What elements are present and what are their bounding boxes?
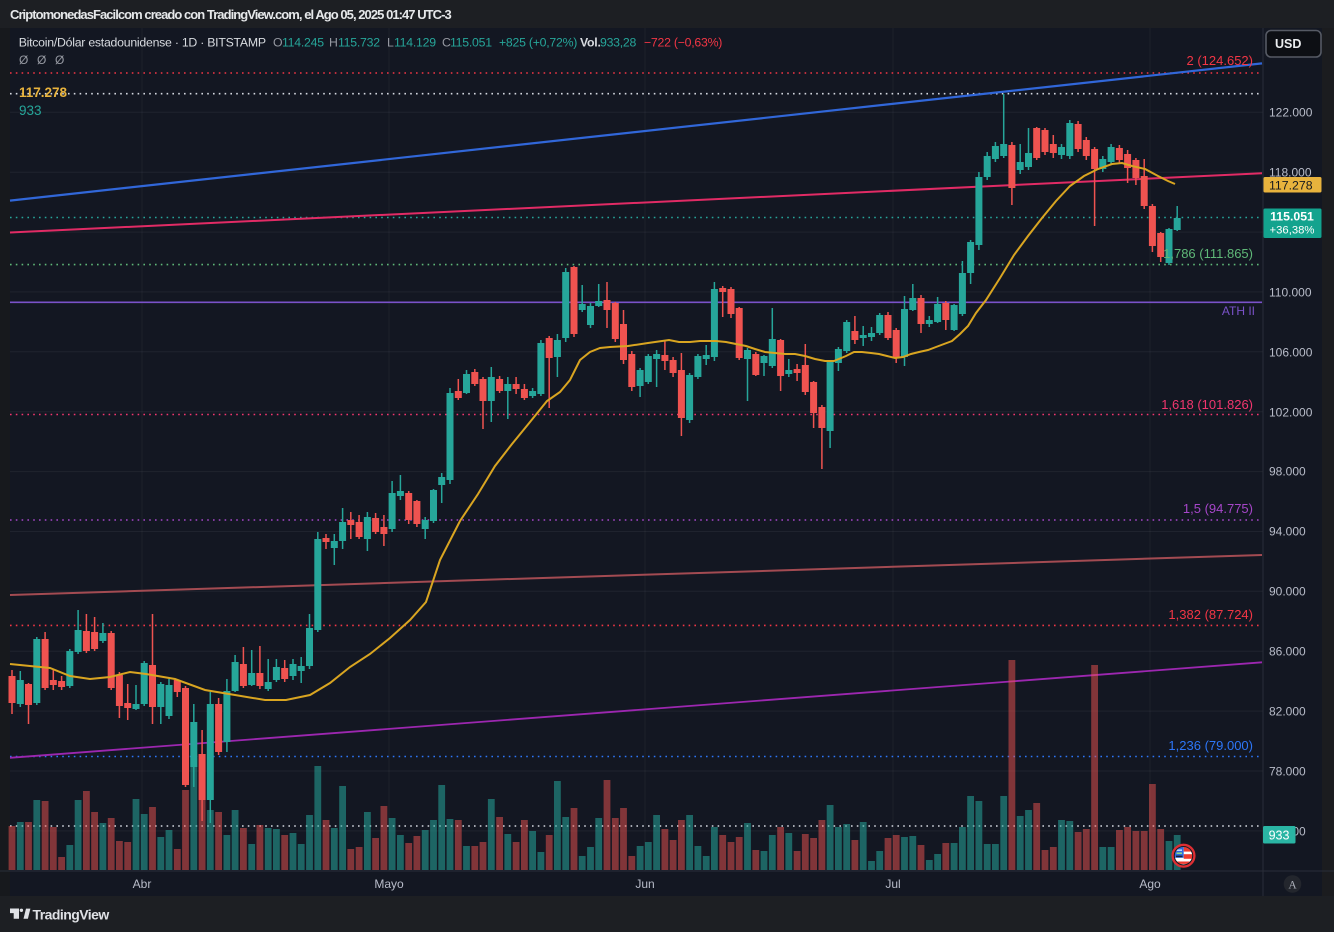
- svg-text:Jul: Jul: [885, 877, 900, 891]
- svg-text:CriptomonedasFacilcom creado c: CriptomonedasFacilcom creado con Trading…: [10, 7, 451, 22]
- svg-text:O: O: [273, 36, 282, 50]
- svg-text:1,5 (94.775): 1,5 (94.775): [1183, 501, 1253, 516]
- svg-text:A: A: [1288, 880, 1297, 892]
- svg-text:1,236 (79.000): 1,236 (79.000): [1168, 738, 1253, 753]
- svg-text:Bitcoin/Dólar estadounidense ·: Bitcoin/Dólar estadounidense · 1D · BITS…: [19, 36, 266, 50]
- svg-text:114.245: 114.245: [282, 36, 324, 50]
- svg-text:1,618 (101.826): 1,618 (101.826): [1161, 397, 1253, 412]
- svg-text:Jun: Jun: [635, 877, 654, 891]
- svg-text:933: 933: [1269, 829, 1290, 843]
- svg-text:Mayo: Mayo: [374, 877, 404, 891]
- svg-text:ATH II: ATH II: [1222, 304, 1255, 318]
- svg-text:106.000: 106.000: [1269, 346, 1313, 360]
- svg-text:102.000: 102.000: [1269, 406, 1313, 420]
- svg-text:86.000: 86.000: [1269, 645, 1306, 659]
- svg-text:Ago: Ago: [1139, 877, 1161, 891]
- svg-text:Ø: Ø: [37, 53, 46, 67]
- svg-text:+825 (+0,72%): +825 (+0,72%): [499, 36, 577, 50]
- svg-text:933,28: 933,28: [600, 36, 637, 50]
- svg-text:82.000: 82.000: [1269, 705, 1306, 719]
- svg-text:90.000: 90.000: [1269, 585, 1306, 599]
- svg-text:−722 (−0,63%): −722 (−0,63%): [644, 36, 722, 50]
- svg-text:Abr: Abr: [133, 877, 152, 891]
- svg-text:TradingView: TradingView: [33, 907, 110, 923]
- svg-text:118.000: 118.000: [1269, 166, 1312, 180]
- svg-text:1,786 (111.865): 1,786 (111.865): [1163, 246, 1253, 261]
- svg-text:117.278: 117.278: [1269, 179, 1313, 193]
- svg-text:110.000: 110.000: [1269, 286, 1312, 300]
- svg-text:115.051: 115.051: [1270, 210, 1314, 224]
- svg-text:Ø: Ø: [55, 53, 64, 67]
- svg-text:2 (124.652): 2 (124.652): [1187, 53, 1254, 68]
- svg-text:USD: USD: [1275, 37, 1301, 51]
- svg-text:933: 933: [19, 103, 42, 118]
- svg-text:122.000: 122.000: [1269, 106, 1313, 120]
- svg-text:115.732: 115.732: [338, 36, 380, 50]
- svg-text:L: L: [387, 36, 394, 50]
- svg-text:C: C: [442, 36, 451, 50]
- svg-text:1,382 (87.724): 1,382 (87.724): [1168, 607, 1253, 622]
- svg-text:Vol.: Vol.: [580, 36, 601, 50]
- svg-text:H: H: [329, 36, 338, 50]
- svg-text:94.000: 94.000: [1269, 525, 1306, 539]
- svg-text:114.129: 114.129: [394, 36, 436, 50]
- svg-text:Ø: Ø: [19, 53, 28, 67]
- svg-text:78.000: 78.000: [1269, 765, 1306, 779]
- svg-text:115.051: 115.051: [450, 36, 492, 50]
- svg-text:117.278: 117.278: [19, 85, 68, 100]
- svg-text:+36,38%: +36,38%: [1270, 225, 1315, 237]
- svg-text:98.000: 98.000: [1269, 465, 1306, 479]
